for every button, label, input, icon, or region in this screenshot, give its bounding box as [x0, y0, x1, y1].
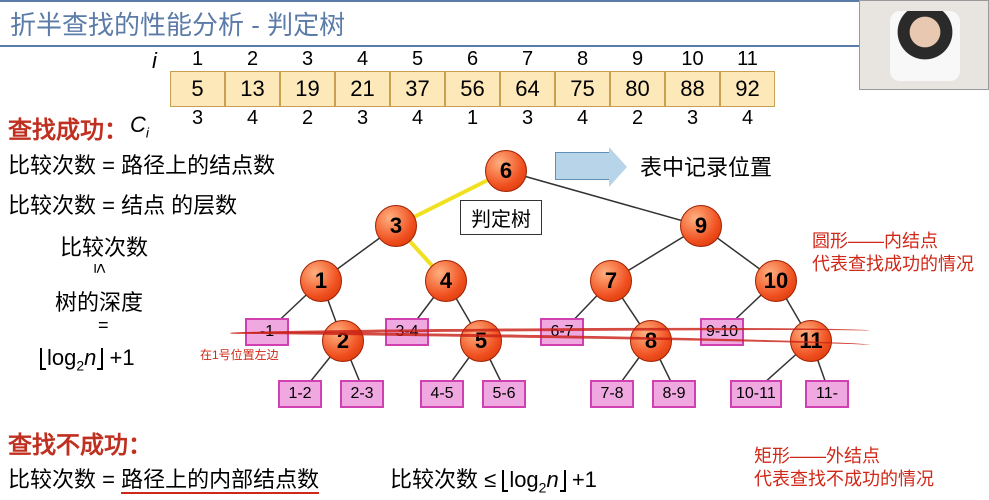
ci-cell: 3	[335, 107, 390, 130]
depth-label: 树的深度	[55, 285, 143, 317]
page-title: 折半查找的性能分析 - 判定树	[0, 0, 989, 47]
tree-leaf: 5-6	[482, 380, 526, 408]
tree-node: 4	[425, 260, 467, 302]
tree-leaf: 7-8	[590, 380, 634, 408]
ci-label: Ci	[130, 112, 149, 140]
rect-note: 矩形——外结点 代表查找不成功的情况	[754, 445, 934, 492]
index-cell: 1	[170, 48, 225, 71]
eq-symbol: =	[98, 315, 109, 336]
webcam-overlay	[859, 0, 989, 90]
tree-node: 9	[680, 205, 722, 247]
tree-leaf: 1-2	[278, 380, 322, 408]
index-cell: 9	[610, 48, 665, 71]
tree-leaf: 4-5	[420, 380, 464, 408]
value-cell: 80	[610, 71, 665, 107]
value-cell: 5	[170, 71, 225, 107]
value-cell: 13	[225, 71, 280, 107]
ci-cell: 4	[390, 107, 445, 130]
value-cell: 21	[335, 71, 390, 107]
cmp-label: 比较次数	[60, 230, 148, 262]
record-pos-label: 表中记录位置	[640, 150, 772, 182]
ci-cell: 4	[555, 107, 610, 130]
value-cell: 37	[390, 71, 445, 107]
circle-note: 圆形——内结点 代表查找成功的情况	[812, 230, 974, 277]
tree-node: 7	[590, 260, 632, 302]
leq-symbol: ≤	[89, 264, 110, 274]
data-table: i 1234567891011 513192137566475808892 34…	[170, 48, 775, 130]
ci-cell: 4	[225, 107, 280, 130]
i-label: i	[152, 48, 157, 74]
ci-cell: 2	[280, 107, 335, 130]
ci-cell: 1	[445, 107, 500, 130]
fail-cmp-text: 比较次数 = 路径上的内部结点数	[8, 462, 319, 494]
ci-cell: 3	[665, 107, 720, 130]
value-cell: 64	[500, 71, 555, 107]
tree-leaf: 11-	[805, 380, 849, 408]
index-cell: 7	[500, 48, 555, 71]
cmp-level-text: 比较次数 = 结点 的层数	[8, 188, 237, 220]
tree-node: 3	[375, 205, 417, 247]
value-cell: 75	[555, 71, 610, 107]
tree-leaf: 10-11	[730, 380, 782, 408]
fail-formula: 比较次数 ≤ log2n +1	[390, 462, 597, 495]
index-cell: 3	[280, 48, 335, 71]
ci-cell: 2	[610, 107, 665, 130]
index-cell: 2	[225, 48, 280, 71]
success-header: 查找成功：	[8, 110, 128, 145]
tiny-position-note: 在1号位置左边	[200, 346, 279, 363]
value-cell: 92	[720, 71, 775, 107]
arrow-icon	[555, 152, 610, 180]
index-cell: 4	[335, 48, 390, 71]
value-cell: 88	[665, 71, 720, 107]
value-cell: 56	[445, 71, 500, 107]
index-cell: 8	[555, 48, 610, 71]
ci-cell: 3	[500, 107, 555, 130]
log-formula-1: log2n +1	[40, 345, 135, 373]
tree-node: 1	[300, 260, 342, 302]
cmp-path-text: 比较次数 = 路径上的结点数	[8, 148, 275, 180]
tree-node: 2	[322, 320, 364, 362]
index-cell: 5	[390, 48, 445, 71]
tree-node: 10	[755, 260, 797, 302]
tree-leaf: 8-9	[652, 380, 696, 408]
index-cell: 6	[445, 48, 500, 71]
fail-header: 查找不成功：	[8, 425, 152, 460]
decision-tree-label: 判定树	[460, 200, 542, 235]
tree-node: 6	[485, 150, 527, 192]
ci-cell: 4	[720, 107, 775, 130]
ci-cell: 3	[170, 107, 225, 130]
tree-leaf: 2-3	[340, 380, 384, 408]
value-cell: 19	[280, 71, 335, 107]
index-cell: 10	[665, 48, 720, 71]
index-cell: 11	[720, 48, 775, 71]
